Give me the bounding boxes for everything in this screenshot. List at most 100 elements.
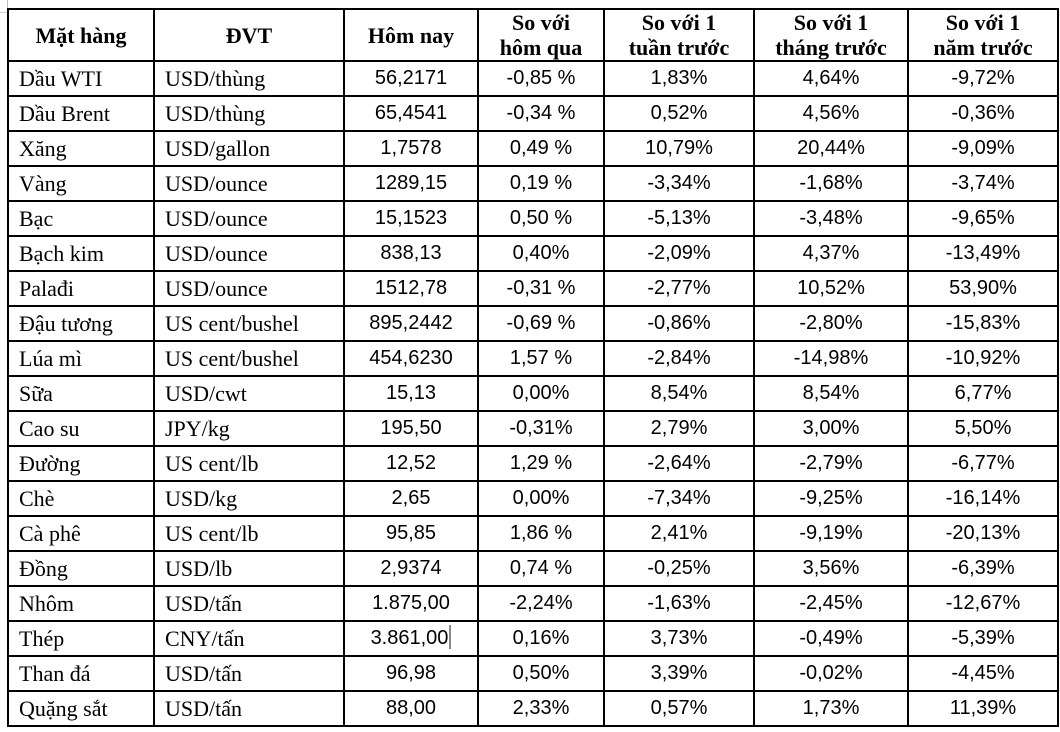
cell-unit: USD/kg [153, 480, 345, 517]
cell-name: Quặng sắt [7, 690, 155, 727]
cell-today: 838,13 [343, 235, 479, 272]
cell-today: 3.861,00 [343, 620, 479, 657]
header-line: hôm qua [499, 35, 583, 60]
cell-vs_year: -3,74% [907, 165, 1059, 202]
table-row: Palađi USD/ounce 1512,78 -0,31 % -2,77% … [7, 270, 1059, 307]
cell-unit: USD/ounce [153, 270, 345, 307]
cell-vs_year: 53,90% [907, 270, 1059, 307]
cell-unit: US cent/lb [153, 515, 345, 552]
cell-today: 56,2171 [343, 60, 479, 97]
cell-name: Than đá [7, 655, 155, 692]
table-body: Dầu WTI USD/thùng 56,2171 -0,85 % 1,83% … [7, 60, 1059, 727]
cell-name: Dầu WTI [7, 60, 155, 97]
cell-vs_month: 10,52% [753, 270, 909, 307]
cell-vs_month: -2,45% [753, 585, 909, 622]
cell-unit: USD/tấn [153, 585, 345, 622]
cell-today: 65,4541 [343, 95, 479, 132]
cell-vs_yesterday: 0,50% [477, 655, 605, 692]
table-row: Dầu Brent USD/thùng 65,4541 -0,34 % 0,52… [7, 95, 1059, 132]
cell-vs_yesterday: 0,74 % [477, 550, 605, 587]
table-row: Đường US cent/lb 12,52 1,29 % -2,64% -2,… [7, 445, 1059, 482]
table-row: Thép CNY/tấn 3.861,00 0,16% 3,73% -0,49%… [7, 620, 1059, 657]
cell-today: 2,65 [343, 480, 479, 517]
cell-name: Xăng [7, 130, 155, 167]
cell-vs_year: -5,39% [907, 620, 1059, 657]
table-row: Lúa mì US cent/bushel 454,6230 1,57 % -2… [7, 340, 1059, 377]
cell-today: 12,52 [343, 445, 479, 482]
cell-vs_month: 3,00% [753, 410, 909, 447]
header-line: tuần trước [628, 35, 730, 60]
cell-vs_yesterday: 0,19 % [477, 165, 605, 202]
table-row: Cà phê US cent/lb 95,85 1,86 % 2,41% -9,… [7, 515, 1059, 552]
cell-vs_yesterday: 0,16% [477, 620, 605, 657]
cell-vs_week: -1,63% [603, 585, 755, 622]
cell-vs_month: -3,48% [753, 200, 909, 237]
cell-vs_yesterday: -0,31% [477, 410, 605, 447]
table-row: Than đá USD/tấn 96,98 0,50% 3,39% -0,02%… [7, 655, 1059, 692]
cell-vs_yesterday: -0,69 % [477, 305, 605, 342]
table-row: Dầu WTI USD/thùng 56,2171 -0,85 % 1,83% … [7, 60, 1059, 97]
table-row: Bạch kim USD/ounce 838,13 0,40% -2,09% 4… [7, 235, 1059, 272]
cell-vs_month: -9,25% [753, 480, 909, 517]
cell-vs_year: -0,36% [907, 95, 1059, 132]
cell-vs_week: -2,09% [603, 235, 755, 272]
cell-unit: USD/thùng [153, 60, 345, 97]
header-vs-month: So với 1 tháng trước [753, 8, 909, 62]
cell-vs_week: 10,79% [603, 130, 755, 167]
cell-vs_yesterday: 0,40% [477, 235, 605, 272]
cell-vs_year: -12,67% [907, 585, 1059, 622]
cell-vs_year: -16,14% [907, 480, 1059, 517]
table-row: Chè USD/kg 2,65 0,00% -7,34% -9,25% -16,… [7, 480, 1059, 517]
table-row: Vàng USD/ounce 1289,15 0,19 % -3,34% -1,… [7, 165, 1059, 202]
cell-vs_month: -0,02% [753, 655, 909, 692]
cell-today: 2,9374 [343, 550, 479, 587]
cell-vs_week: -2,77% [603, 270, 755, 307]
cell-vs_year: 5,50% [907, 410, 1059, 447]
cell-vs_week: 1,83% [603, 60, 755, 97]
cell-unit: CNY/tấn [153, 620, 345, 657]
cell-name: Lúa mì [7, 340, 155, 377]
cell-vs_month: 4,64% [753, 60, 909, 97]
cell-vs_year: -20,13% [907, 515, 1059, 552]
cell-vs_week: 8,54% [603, 375, 755, 412]
cell-name: Sữa [7, 375, 155, 412]
cell-name: Cao su [7, 410, 155, 447]
cell-vs_week: -5,13% [603, 200, 755, 237]
cell-vs_month: 8,54% [753, 375, 909, 412]
cell-vs_yesterday: 1,86 % [477, 515, 605, 552]
cell-name: Đồng [7, 550, 155, 587]
table-row: Quặng sắt USD/tấn 88,00 2,33% 0,57% 1,73… [7, 690, 1059, 727]
text-cursor [449, 625, 452, 650]
header-commodity: Mặt hàng [7, 8, 155, 62]
table-row: Cao su JPY/kg 195,50 -0,31% 2,79% 3,00% … [7, 410, 1059, 447]
cell-vs_week: 3,39% [603, 655, 755, 692]
cell-vs_month: 4,56% [753, 95, 909, 132]
table-row: Xăng USD/gallon 1,7578 0,49 % 10,79% 20,… [7, 130, 1059, 167]
cell-today: 15,13 [343, 375, 479, 412]
cell-vs_week: -3,34% [603, 165, 755, 202]
cell-vs_year: -10,92% [907, 340, 1059, 377]
table-header: Mặt hàng ĐVT Hôm nay So với hôm qua So v… [7, 8, 1059, 62]
cell-name: Palađi [7, 270, 155, 307]
cell-vs_year: -9,09% [907, 130, 1059, 167]
cell-today: 1289,15 [343, 165, 479, 202]
cell-vs_yesterday: -0,34 % [477, 95, 605, 132]
table-row: Nhôm USD/tấn 1.875,00 -2,24% -1,63% -2,4… [7, 585, 1059, 622]
cell-name: Đậu tương [7, 305, 155, 342]
cell-vs_yesterday: 0,00% [477, 375, 605, 412]
header-line: năm trước [933, 35, 1033, 60]
header-vs-year: So với 1 năm trước [907, 8, 1059, 62]
cell-vs_month: -9,19% [753, 515, 909, 552]
cell-today: 95,85 [343, 515, 479, 552]
cell-today: 15,1523 [343, 200, 479, 237]
cell-name: Dầu Brent [7, 95, 155, 132]
cell-vs_week: -2,64% [603, 445, 755, 482]
cell-vs_year: 6,77% [907, 375, 1059, 412]
table-row: Bạc USD/ounce 15,1523 0,50 % -5,13% -3,4… [7, 200, 1059, 237]
cell-today: 88,00 [343, 690, 479, 727]
cell-vs_week: 0,57% [603, 690, 755, 727]
cell-vs_month: -0,49% [753, 620, 909, 657]
cell-today: 195,50 [343, 410, 479, 447]
cell-vs_month: 3,56% [753, 550, 909, 587]
header-line: So với 1 [793, 10, 869, 35]
